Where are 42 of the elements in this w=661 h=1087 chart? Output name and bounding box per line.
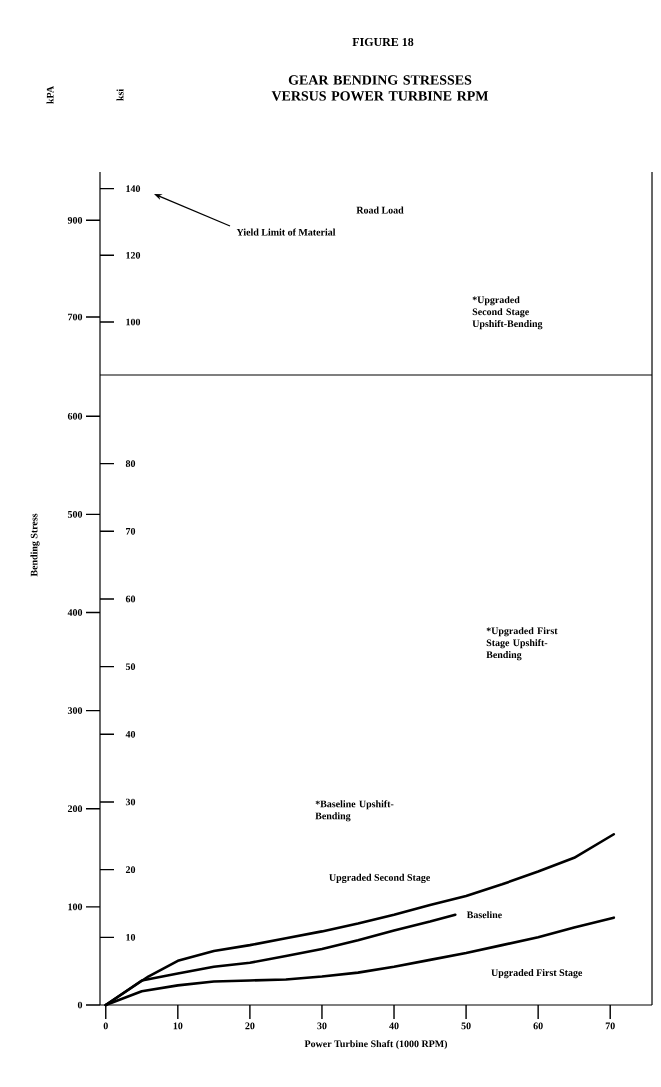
- x-tick-label: 70: [605, 1022, 615, 1030]
- y2-tick-label: 80: [125, 460, 136, 467]
- y2-tick-label: 70: [126, 527, 136, 535]
- y2-tick-label: 50: [125, 663, 136, 671]
- annotation: Yield Limit of Material: [236, 228, 336, 236]
- series-label: Baseline: [466, 911, 502, 919]
- text: kPA: [46, 86, 54, 104]
- x-tick-label: 0: [103, 1022, 108, 1030]
- y2-tick-label: 100: [126, 318, 141, 326]
- y-tick-label: 200: [67, 805, 83, 813]
- annotation: *Upgraded Second Stage Upshift-Bending: [472, 296, 543, 330]
- x-tick-label: 20: [245, 1022, 255, 1030]
- x-axis-title: Power Turbine Shaft (1000 RPM): [304, 1040, 448, 1050]
- text: Upgraded Second Stage: [329, 873, 430, 883]
- y-tick-label: 600: [67, 412, 83, 420]
- annotation: *Upgraded First Stage Upshift-Bending: [486, 627, 558, 661]
- y2-tick-label: 40: [125, 730, 136, 738]
- x-tick-label: 60: [533, 1022, 543, 1030]
- x-tick-label: 50: [461, 1022, 471, 1030]
- chart-title: FIGURE 18: [352, 37, 414, 47]
- y2-tick-label: 30: [125, 798, 136, 806]
- y-tick-label: 0: [77, 1001, 83, 1009]
- x-tick-label: 30: [317, 1022, 327, 1030]
- y2-tick-label: 140: [126, 185, 141, 193]
- y2-axis-title: ksi: [116, 89, 124, 101]
- y2-tick-label: 60: [125, 595, 136, 603]
- y-tick-label: 900: [67, 216, 83, 224]
- y2-tick-label: 120: [126, 251, 141, 259]
- y2-tick-label: 10: [126, 933, 136, 941]
- y-tick-label: 700: [68, 313, 83, 321]
- x-tick-label: 10: [173, 1022, 183, 1030]
- chart-subtitle: GEAR BENDING STRESSES VERSUS POWER TURBINE RPM: [271, 75, 489, 101]
- annotation: *Baseline Upshift-Bending: [315, 800, 394, 822]
- y-tick-label: 300: [67, 707, 83, 714]
- y-axis-title: Bending Stress: [30, 513, 40, 577]
- y2-tick-label: 20: [125, 866, 136, 874]
- y-tick-label: 500: [67, 510, 83, 518]
- annotation: Road Load: [356, 206, 404, 214]
- text: Upgraded First Stage: [491, 969, 583, 979]
- y-tick-label: 100: [68, 903, 83, 911]
- y-tick-label: 400: [67, 609, 83, 616]
- x-tick-label: 40: [389, 1022, 399, 1030]
